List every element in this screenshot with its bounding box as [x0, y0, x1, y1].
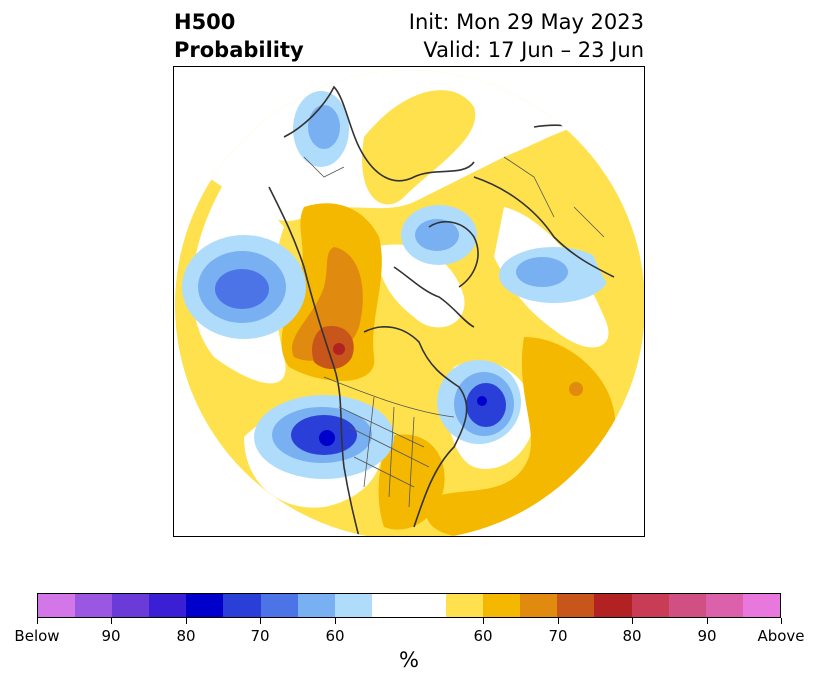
colorbar-tick-label: 70	[250, 627, 270, 645]
colorbar-tick-label: 60	[473, 627, 493, 645]
below-northeast-strong	[466, 383, 506, 427]
probability-map	[173, 66, 645, 537]
colorbar-segment	[186, 594, 224, 617]
colorbar-segment	[371, 594, 447, 617]
colorbar-segment	[38, 594, 76, 617]
colorbar-tick	[483, 618, 484, 624]
colorbar-segment	[705, 594, 743, 617]
below-asia-mid	[308, 105, 340, 149]
colorbar-tick	[781, 618, 782, 624]
coastlines	[268, 85, 625, 536]
colorbar-segment	[112, 594, 150, 617]
below-arctic-mid	[415, 219, 459, 251]
title-line-1: H500	[174, 10, 236, 34]
colorbar-tick	[632, 618, 633, 624]
above-spot-atlantic	[569, 382, 583, 396]
above-region-max	[333, 343, 345, 355]
colorbar-tick	[186, 618, 187, 624]
colorbar-segment	[668, 594, 706, 617]
colorbar-segment	[557, 594, 595, 617]
chart-title: H500 Probability	[174, 8, 304, 64]
colorbar-tick-label: 90	[697, 627, 717, 645]
map-canvas	[175, 70, 644, 536]
colorbar-segment	[520, 594, 558, 617]
colorbar-tick	[260, 618, 261, 624]
below-pacific-strong	[215, 269, 269, 309]
colorbar-tick	[707, 618, 708, 624]
colorbar-segment	[75, 594, 113, 617]
colorbar-segment	[334, 594, 372, 617]
colorbar-tick-label: 80	[176, 627, 196, 645]
colorbar-tick-label: 60	[325, 627, 345, 645]
below-europe-mid	[516, 257, 568, 287]
colorbar-segment	[223, 594, 261, 617]
colorbar-tick-label: 80	[622, 627, 642, 645]
colorbar-segment	[260, 594, 298, 617]
colorbar-segment	[483, 594, 521, 617]
colorbar-tick	[37, 618, 38, 624]
colorbar-tick	[111, 618, 112, 624]
above-region-north	[362, 90, 476, 205]
above-region-deep	[312, 326, 354, 369]
colorbar	[37, 593, 781, 618]
colorbar-segment	[742, 594, 780, 617]
colorbar-tick	[558, 618, 559, 624]
colorbar-tick-label: Above	[757, 627, 805, 645]
political-borders	[303, 156, 605, 508]
colorbar-segment	[631, 594, 669, 617]
init-date: Init: Mon 29 May 2023	[408, 10, 644, 34]
colorbar-tick-label: 70	[548, 627, 568, 645]
colorbar-segment	[297, 594, 335, 617]
colorbar-tick	[335, 618, 336, 624]
title-line-2: Probability	[174, 38, 304, 62]
colorbar-tick-label: Below	[14, 627, 60, 645]
valid-range: Valid: 17 Jun – 23 Jun	[423, 38, 644, 62]
below-northeast-deep	[477, 396, 487, 406]
above-region-east-us	[378, 434, 445, 530]
below-southwest-deep	[319, 430, 335, 446]
colorbar-segment	[446, 594, 484, 617]
colorbar-unit: %	[399, 648, 419, 672]
colorbar-tick-label: 90	[101, 627, 121, 645]
colorbar-segment	[594, 594, 632, 617]
chart-dates: Init: Mon 29 May 2023 Valid: 17 Jun – 23…	[409, 8, 644, 64]
colorbar-segment	[149, 594, 187, 617]
